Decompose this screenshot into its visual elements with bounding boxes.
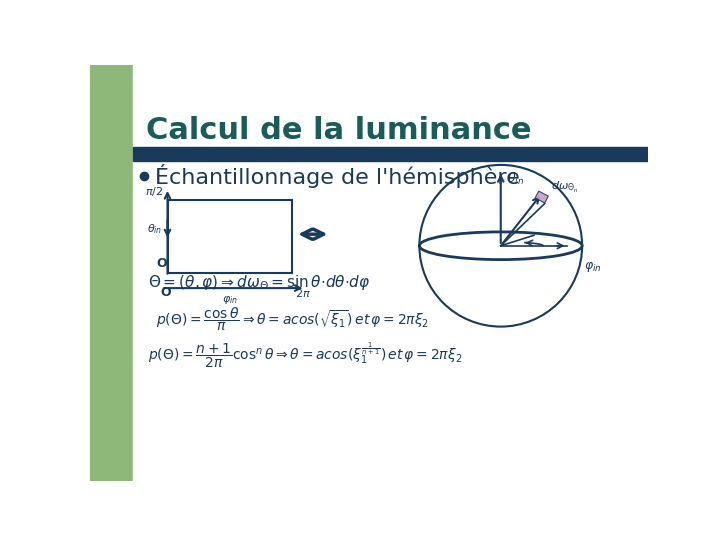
Polygon shape [535, 191, 549, 203]
Bar [132, 147, 648, 161]
FancyBboxPatch shape [86, 61, 183, 126]
Text: Échantillonnage de l'hémisphère: Échantillonnage de l'hémisphère [155, 165, 520, 188]
Text: $\pi/2$: $\pi/2$ [145, 185, 163, 198]
Text: Calcul de la luminance: Calcul de la luminance [145, 116, 531, 145]
Text: $p(\Theta)=\dfrac{n+1}{2\pi}\cos^n\theta\Rightarrow\theta=acos(\xi_1^{\frac{1}{n: $p(\Theta)=\dfrac{n+1}{2\pi}\cos^n\theta… [148, 340, 462, 370]
Bar [168, 200, 292, 273]
Text: $\theta_{in}$: $\theta_{in}$ [507, 171, 524, 187]
Text: $2\pi$: $2\pi$ [295, 287, 311, 299]
Text: $\Theta=(\theta,\varphi)\Rightarrow d\omega_\Theta=\sin\theta{\cdot}d\theta{\cdo: $\Theta=(\theta,\varphi)\Rightarrow d\om… [148, 273, 371, 292]
Text: $\theta_{in}$: $\theta_{in}$ [148, 222, 163, 235]
Bar [90, 65, 132, 481]
Text: $p(\Theta)=\dfrac{\cos\theta}{\pi}\Rightarrow\theta=acos(\sqrt{\xi_1})\,et\,\var: $p(\Theta)=\dfrac{\cos\theta}{\pi}\Right… [156, 305, 429, 333]
Text: O: O [161, 286, 171, 299]
Text: O: O [156, 258, 166, 271]
Text: $\varphi_{in}$: $\varphi_{in}$ [222, 294, 238, 306]
Text: $\varphi_{in}$: $\varphi_{in}$ [584, 260, 601, 274]
Text: $d\omega_{\Theta_n}$: $d\omega_{\Theta_n}$ [551, 180, 579, 195]
